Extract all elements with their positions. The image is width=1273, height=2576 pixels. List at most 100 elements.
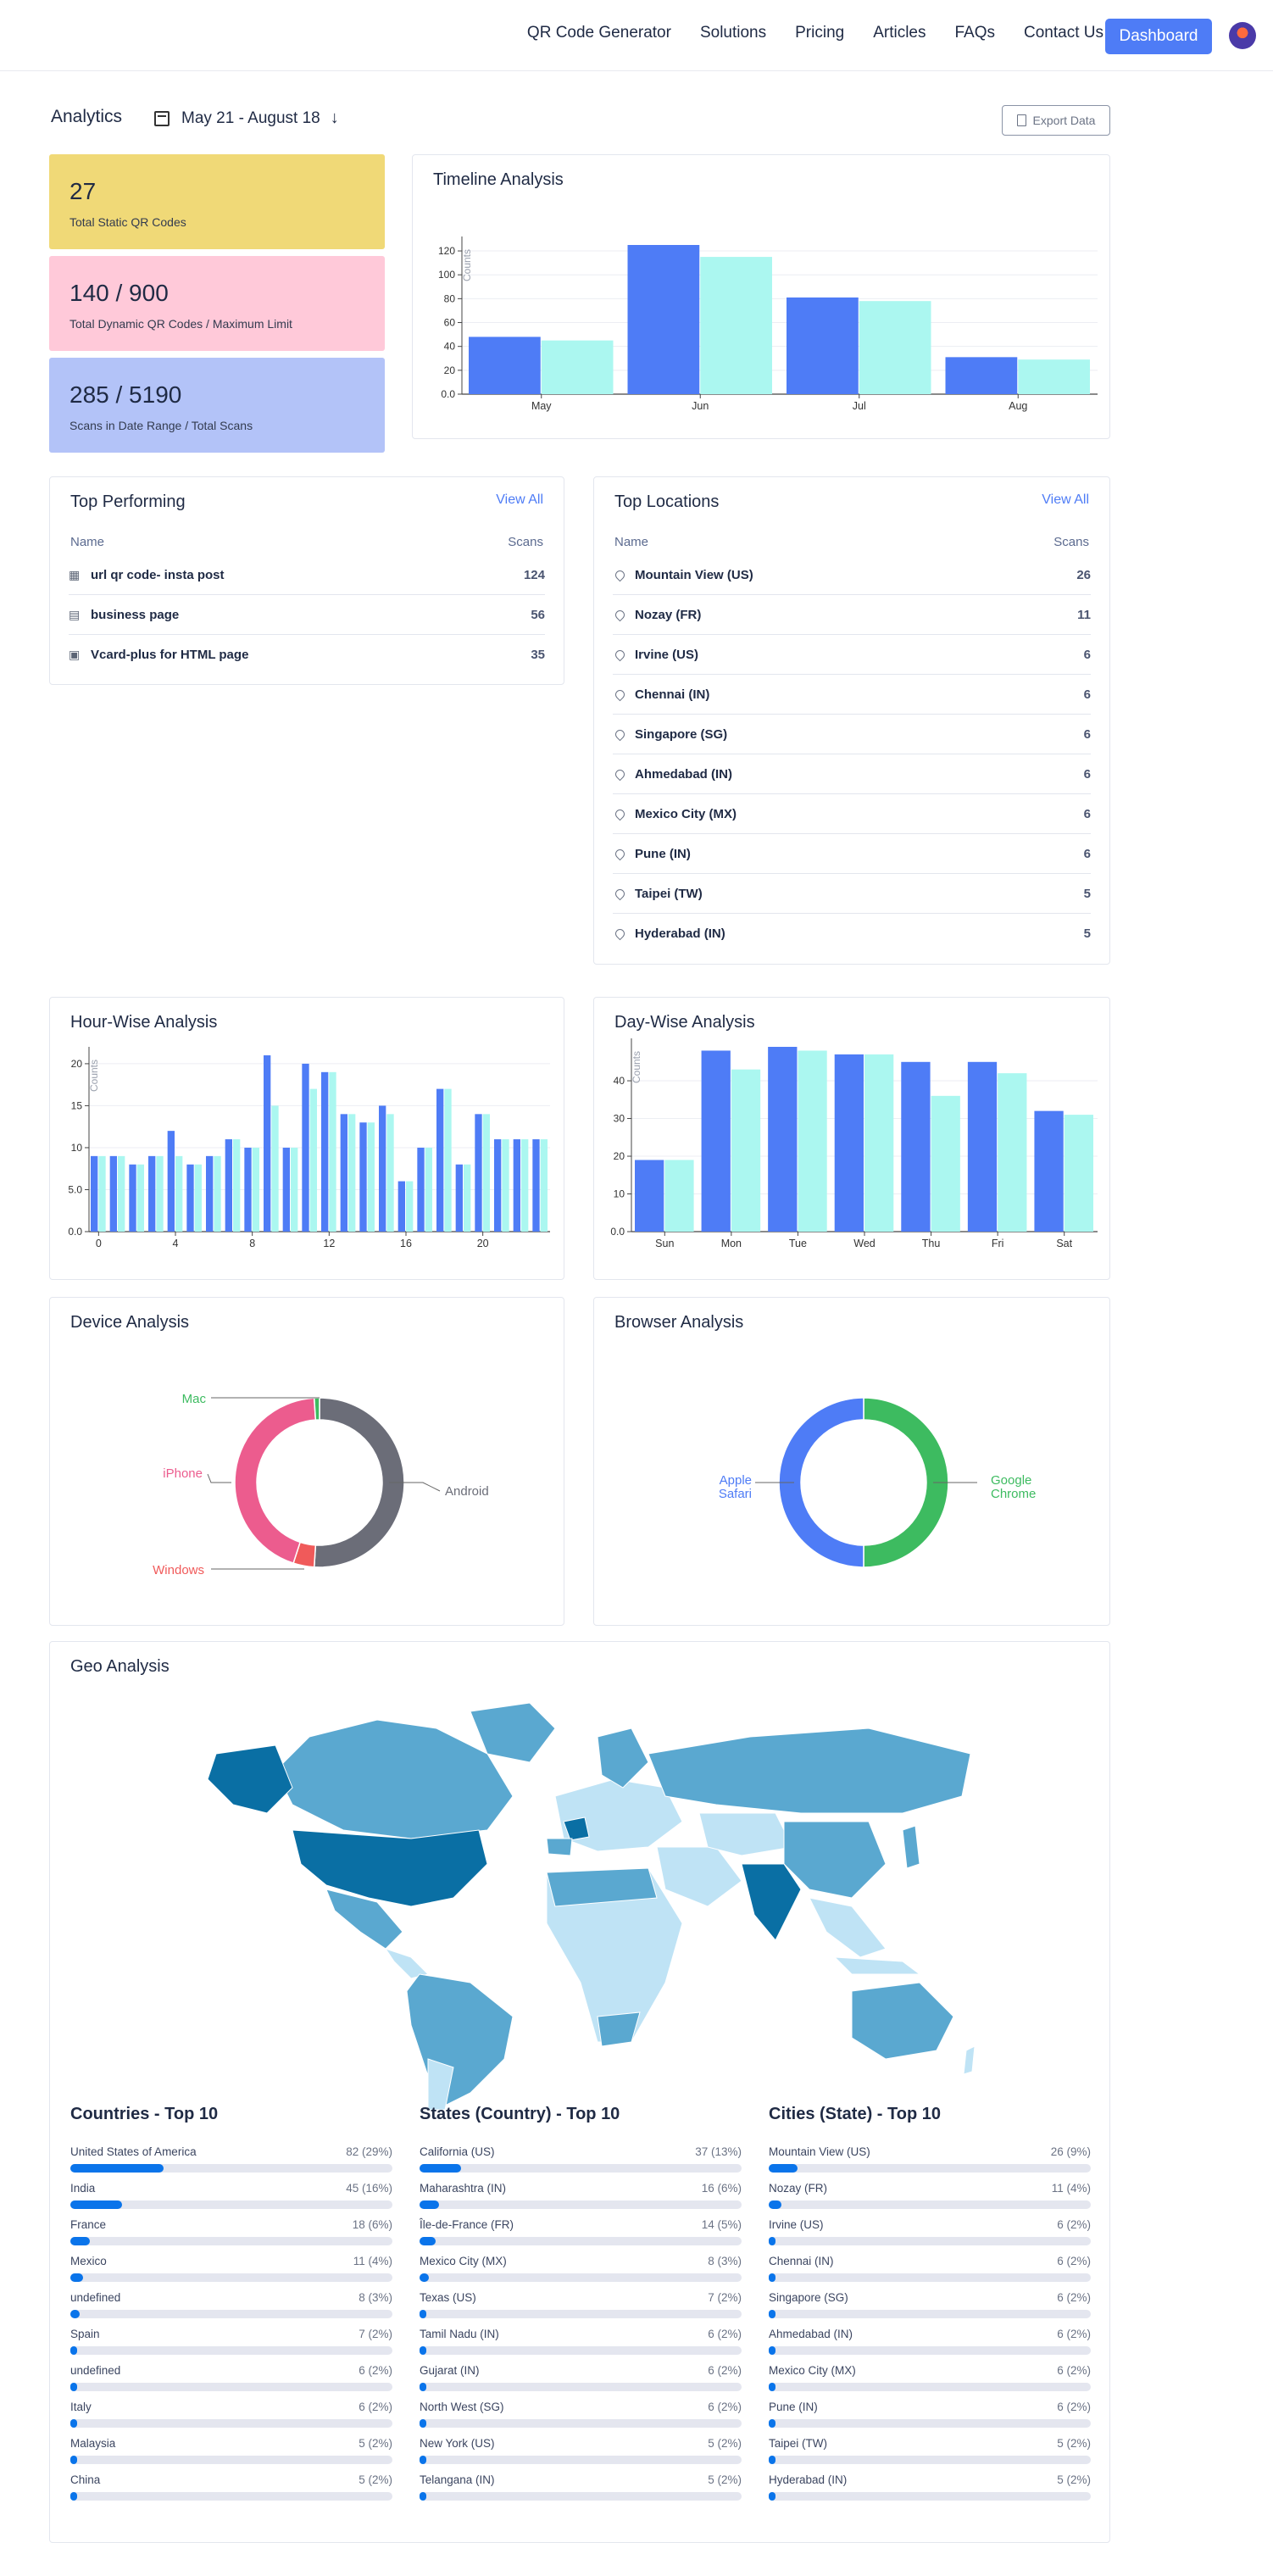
top-nav: QR Code Generator Solutions Pricing Arti…	[0, 0, 1273, 71]
slice-label: Chrome	[991, 1487, 1036, 1501]
bar	[291, 1147, 298, 1232]
geo-item-name: Tamil Nadu (IN)	[420, 2328, 499, 2340]
geo-item-name: Telangana (IN)	[420, 2473, 495, 2486]
timeline-title: Timeline Analysis	[433, 170, 564, 189]
day-wise-card: Day-Wise Analysis 0.0 10 20 30 40 Counts Sun Mo…	[593, 997, 1110, 1280]
device-chart: Android Windows iPhone Mac	[153, 1392, 489, 1577]
world-map[interactable]	[157, 1703, 1004, 2110]
item-name: Nozay (FR)	[635, 607, 702, 622]
bar	[98, 1155, 106, 1232]
bar	[475, 1114, 482, 1232]
avatar[interactable]	[1229, 22, 1256, 49]
geo-progress-fill	[70, 2346, 77, 2355]
geo-item-count: 5 (2%)	[1057, 2473, 1091, 2486]
list-item[interactable]: ▤ business page 56	[69, 595, 545, 635]
geo-progress-track	[769, 2237, 1091, 2245]
browser-title: Browser Analysis	[614, 1313, 744, 1332]
geo-list-item: Singapore (SG) 6 (2%)	[769, 2291, 1091, 2328]
geo-item-count: 6 (2%)	[1057, 2364, 1091, 2377]
bar	[945, 357, 1018, 394]
nav-link-contact[interactable]: Contact Us	[1024, 24, 1103, 42]
slice-label: Apple	[720, 1473, 752, 1488]
list-item[interactable]: Irvine (US) 6	[613, 635, 1091, 675]
nav-link-articles[interactable]: Articles	[873, 24, 926, 42]
geo-progress-fill	[769, 2346, 775, 2355]
geo-progress-track	[769, 2346, 1091, 2355]
top-locations-view-all[interactable]: View All	[1042, 492, 1089, 507]
list-item[interactable]: Mountain View (US) 26	[613, 555, 1091, 595]
list-item[interactable]: ▦ url qr code- insta post 124	[69, 555, 545, 595]
nav-link-faqs[interactable]: FAQs	[954, 24, 996, 42]
date-range-picker[interactable]: May 21 - August 18 ↓	[154, 108, 339, 128]
item-name: Taipei (TW)	[635, 886, 703, 901]
list-item[interactable]: Chennai (IN) 6	[613, 675, 1091, 715]
geo-list-item: France 18 (6%)	[70, 2218, 392, 2256]
nav-link-pricing[interactable]: Pricing	[795, 24, 845, 42]
list-item[interactable]: Singapore (SG) 6	[613, 715, 1091, 754]
top-performing-view-all[interactable]: View All	[496, 492, 543, 507]
geo-item-name: undefined	[70, 2364, 121, 2377]
geo-item-count: 7 (2%)	[708, 2291, 742, 2304]
geo-progress-track	[769, 2273, 1091, 2282]
geo-progress-fill	[70, 2383, 77, 2391]
bar	[859, 301, 931, 394]
stat-card-scans: 285 / 5190 Scans in Date Range / Total S…	[49, 358, 385, 453]
map-australia	[851, 1982, 954, 2060]
geo-item-name: California (US)	[420, 2145, 495, 2158]
geo-progress-track	[70, 2273, 392, 2282]
y-tick-label: 15	[71, 1099, 83, 1111]
states-column: States (Country) - Top 10 California (US…	[420, 2105, 742, 2501]
bar	[282, 1147, 290, 1232]
list-item[interactable]: Nozay (FR) 11	[613, 595, 1091, 635]
geo-progress-fill	[420, 2200, 439, 2209]
map-scandinavia	[597, 1728, 649, 1789]
list-item[interactable]: Pune (IN) 6	[613, 834, 1091, 874]
geo-item-count: 8 (3%)	[708, 2255, 742, 2267]
geo-progress-track	[70, 2164, 392, 2173]
list-item[interactable]: Mexico City (MX) 6	[613, 794, 1091, 834]
bar	[494, 1139, 502, 1232]
nav-link-solutions[interactable]: Solutions	[699, 24, 767, 42]
y-axis-label: Counts	[461, 249, 473, 281]
page-title: Analytics	[51, 107, 123, 126]
location-pin-icon	[613, 727, 627, 741]
top-performing-card: Top Performing View All Name Scans ▦ url …	[49, 476, 564, 685]
nav-link-qr-generator[interactable]: QR Code Generator	[526, 24, 671, 42]
item-name: url qr code- insta post	[91, 567, 225, 582]
geo-item-count: 5 (2%)	[1057, 2437, 1091, 2450]
geo-item-count: 5 (2%)	[359, 2437, 392, 2450]
export-data-button[interactable]: Export Data	[1002, 105, 1110, 136]
x-tick-label: Jun	[692, 400, 709, 412]
geo-progress-track	[420, 2310, 742, 2318]
y-tick-label: 20	[71, 1058, 83, 1070]
x-tick-label: Mon	[721, 1238, 742, 1249]
list-item[interactable]: Taipei (TW) 5	[613, 874, 1091, 914]
browser-card: Browser Analysis Google Chrome Apple Safari	[593, 1297, 1110, 1626]
item-scans: 6	[1083, 726, 1091, 742]
item-scans: 56	[531, 607, 545, 622]
geo-item-name: Mexico	[70, 2255, 107, 2267]
geo-progress-track	[420, 2346, 742, 2355]
geo-progress-track	[70, 2346, 392, 2355]
bar	[731, 1069, 761, 1232]
list-item[interactable]: Hyderabad (IN) 5	[613, 914, 1091, 954]
dashboard-button[interactable]: Dashboard	[1105, 19, 1212, 54]
list-item[interactable]: Ahmedabad (IN) 6	[613, 754, 1091, 794]
map-middle-east	[656, 1846, 742, 1907]
bar	[329, 1071, 336, 1232]
x-tick-label: 12	[323, 1238, 335, 1249]
map-canada	[275, 1719, 514, 1839]
geo-progress-fill	[70, 2237, 90, 2245]
map-north-africa	[546, 1867, 658, 1907]
bar	[521, 1139, 529, 1232]
geo-progress-fill	[70, 2419, 77, 2428]
x-tick-label: Jul	[853, 400, 866, 412]
geo-progress-track	[769, 2164, 1091, 2173]
item-name: Chennai (IN)	[635, 687, 710, 702]
list-item[interactable]: ▣ Vcard-plus for HTML page 35	[69, 635, 545, 675]
geo-item-name: New York (US)	[420, 2437, 495, 2450]
x-tick-label: 16	[400, 1238, 412, 1249]
bar	[271, 1105, 279, 1232]
bar	[513, 1139, 520, 1232]
